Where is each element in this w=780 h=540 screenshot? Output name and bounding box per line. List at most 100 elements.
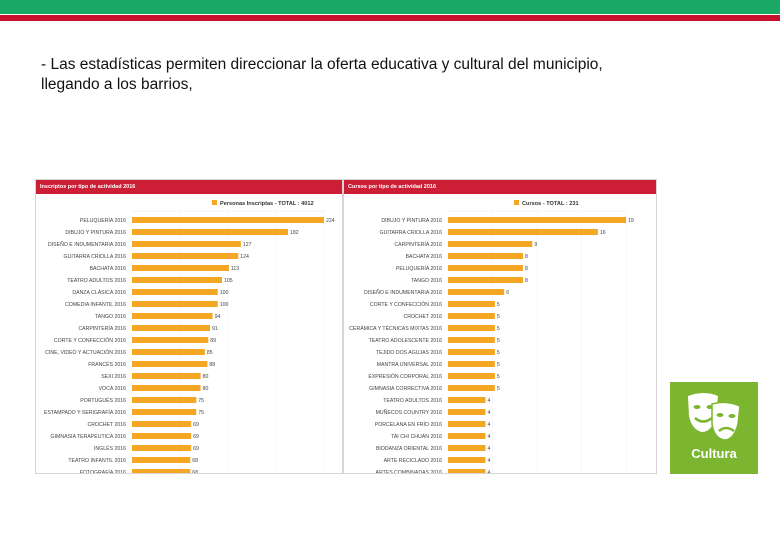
bar	[132, 253, 239, 259]
legend-label: Personas Inscriptas - TOTAL : 4012	[220, 201, 314, 207]
category-label: TEATRO INFANTIL 2016	[68, 458, 126, 464]
value-label: 85	[207, 350, 213, 356]
category-label: PORTUGUÉS 2016	[80, 397, 126, 404]
bar	[448, 361, 495, 367]
category-label: TEATRO ADULTOS 2016	[383, 398, 442, 404]
bar	[132, 361, 208, 367]
legend-swatch	[212, 200, 217, 205]
category-label: DISEÑO E INDUMENTARIA 2016	[48, 241, 126, 248]
bar	[448, 445, 486, 451]
bar	[132, 241, 241, 247]
value-label: 5	[497, 350, 500, 356]
category-label: PELUQUERÍA 2016	[80, 217, 126, 224]
category-label: FOTOGRAFÍA 2016	[80, 469, 126, 474]
category-label: CINE, VIDEO Y ACTUACIÓN 2016	[45, 349, 126, 356]
category-label: PORCELANA EN FRÍO 2016	[375, 421, 442, 428]
bar	[448, 313, 495, 319]
value-label: 4	[487, 458, 490, 464]
legend-swatch	[514, 200, 519, 205]
value-label: 4	[487, 446, 490, 452]
bar	[132, 229, 288, 235]
bar	[448, 433, 486, 439]
value-label: 5	[497, 314, 500, 320]
category-label: GUITARRA CRIOLLA 2016	[380, 230, 443, 236]
value-label: 16	[600, 230, 606, 236]
value-label: 105	[224, 278, 233, 284]
value-label: 9	[534, 242, 537, 248]
bar	[132, 373, 201, 379]
cultura-label: Cultura	[691, 446, 737, 461]
category-label: CORTE Y CONFECCIÓN 2016	[370, 301, 442, 308]
value-label: 113	[231, 266, 239, 272]
category-label: CARPINTERÍA 2016	[394, 241, 442, 248]
category-label: BIODANZA ORIENTAL 2016	[376, 446, 442, 452]
bar	[448, 217, 626, 223]
category-label: COMEDIA INFANTIL 2016	[65, 302, 126, 308]
bar	[132, 421, 192, 427]
value-label: 5	[497, 374, 500, 380]
legend: Personas Inscriptas - TOTAL : 4012	[212, 200, 314, 207]
value-label: 100	[220, 302, 229, 308]
bar	[132, 325, 210, 331]
category-label: TEATRO ADOLESCENTE 2016	[369, 338, 443, 344]
category-label: DIBUJO Y PINTURA 2016	[65, 230, 126, 236]
theater-masks-icon	[688, 393, 741, 441]
category-label: GIMNASIA CORRECTIVA 2016	[369, 386, 442, 392]
caption: - Las estadísticas permiten direccionar …	[41, 55, 741, 95]
caption-line-1: - Las estadísticas permiten direccionar …	[41, 56, 603, 73]
value-label: 69	[193, 446, 199, 452]
value-label: 4	[487, 422, 490, 428]
value-label: 80	[203, 374, 209, 380]
bar	[132, 445, 192, 451]
bar	[448, 253, 523, 259]
value-label: 124	[240, 254, 249, 260]
bar-chart-inscriptos: Personas Inscriptas - TOTAL : 4012 PELUQU…	[44, 200, 335, 474]
bar	[132, 301, 218, 307]
category-label: EXPRESIÓN CORPORAL 2016	[368, 373, 442, 380]
bar	[448, 385, 495, 391]
green-stripe	[0, 0, 780, 14]
value-label: 5	[497, 338, 500, 344]
bar	[448, 421, 486, 427]
category-label: CROCHET 2016	[403, 314, 442, 320]
cultura-tile: Cultura	[670, 382, 758, 474]
chart-title: Inscriptos por tipo de actividad 2016	[36, 180, 342, 194]
category-label: GIMNASIA TERAPÉUTICA 2016	[51, 433, 127, 440]
chart-panel-inscriptos: Inscriptos por tipo de actividad 2016 Pe…	[35, 179, 343, 474]
category-label: CORTE Y CONFECCIÓN 2016	[54, 337, 126, 344]
bar	[132, 349, 205, 355]
bar	[448, 325, 495, 331]
bar	[132, 433, 192, 439]
value-label: 8	[525, 278, 528, 284]
category-label: BACHATA 2016	[406, 254, 443, 260]
category-label: DANZA CLÁSICA 2016	[72, 289, 126, 296]
category-label: MANTRA UNIVERSAL 2016	[377, 362, 442, 368]
category-label: ARTES COMBINADAS 2016	[375, 470, 442, 474]
category-label: DISEÑO E INDUMENTARIA 2016	[364, 289, 442, 296]
bar	[448, 469, 486, 473]
bar	[448, 289, 505, 295]
bar-chart-cursos: Cursos - TOTAL : 231 DIBUJO Y PINTURA 201…	[349, 200, 634, 474]
value-label: 91	[212, 326, 218, 332]
category-label: FRANCÉS 2016	[88, 361, 126, 368]
value-label: 6	[506, 290, 509, 296]
value-label: 19	[628, 218, 634, 224]
value-label: 8	[525, 254, 528, 260]
bar	[132, 217, 324, 223]
value-label: 68	[192, 470, 198, 474]
bar	[448, 397, 486, 403]
value-label: 88	[209, 362, 215, 368]
value-label: 8	[525, 266, 528, 272]
category-label: SEXI 2016	[101, 374, 126, 380]
bar	[448, 241, 533, 247]
bar	[448, 457, 486, 463]
legend: Cursos - TOTAL : 231	[514, 200, 579, 207]
value-label: 5	[497, 302, 500, 308]
bar	[448, 337, 495, 343]
value-label: 224	[326, 218, 335, 224]
caption-line-2: llegando a los barrios,	[41, 76, 193, 93]
bar	[448, 277, 523, 283]
bar	[132, 409, 197, 415]
category-label: TANGO 2016	[411, 278, 442, 284]
category-label: DIBUJO Y PINTURA 2016	[381, 218, 442, 224]
